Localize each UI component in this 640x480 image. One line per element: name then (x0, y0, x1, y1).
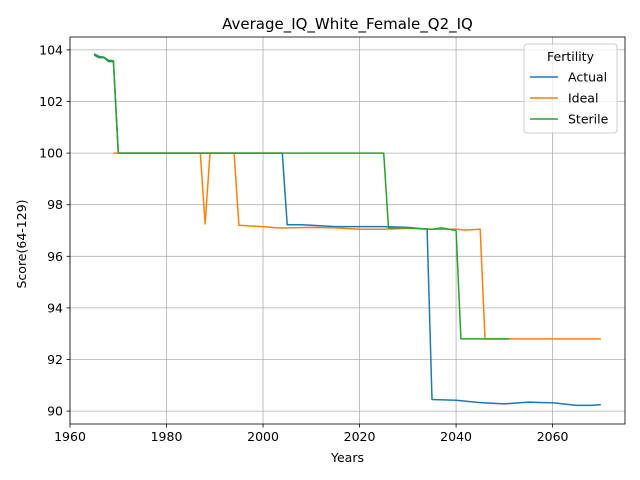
y-axis-label: Score(64-129) (14, 199, 29, 288)
y-tick-label: 104 (39, 42, 63, 57)
legend-label-ideal: Ideal (568, 91, 598, 106)
legend-box (523, 43, 618, 134)
grid-lines (69, 37, 625, 424)
x-tick-label: 2020 (344, 429, 376, 444)
y-tick-label: 92 (47, 352, 63, 367)
y-tick-label: 96 (47, 249, 63, 264)
legend: Fertility Actual Ideal Sterile (523, 43, 618, 134)
y-tick-label: 102 (39, 94, 63, 109)
x-tick-label: 2060 (537, 429, 569, 444)
y-tick-label: 100 (39, 146, 63, 161)
series-line-sterile (93, 53, 510, 340)
axis-ticks: 1960 1980 2000 2020 2040 2060 90 92 94 96 98 100 102… (39, 42, 568, 444)
plot-frame (69, 36, 626, 425)
legend-title: Fertility (547, 49, 595, 64)
x-tick-label: 2000 (247, 429, 279, 444)
x-tick-label: 1980 (151, 429, 183, 444)
x-tick-label: 2040 (440, 429, 472, 444)
y-tick-label: 90 (47, 404, 63, 419)
x-tick-label: 1960 (54, 429, 86, 444)
chart-title: Average_IQ_White_Female_Q2_IQ (222, 15, 473, 34)
legend-label-sterile: Sterile (568, 112, 609, 127)
y-tick-label: 98 (47, 197, 63, 212)
series-lines (93, 53, 601, 407)
series-line-ideal (113, 152, 601, 340)
y-tick-label: 94 (47, 300, 63, 315)
legend-label-actual: Actual (568, 70, 607, 85)
x-axis-label: Years (330, 450, 364, 465)
